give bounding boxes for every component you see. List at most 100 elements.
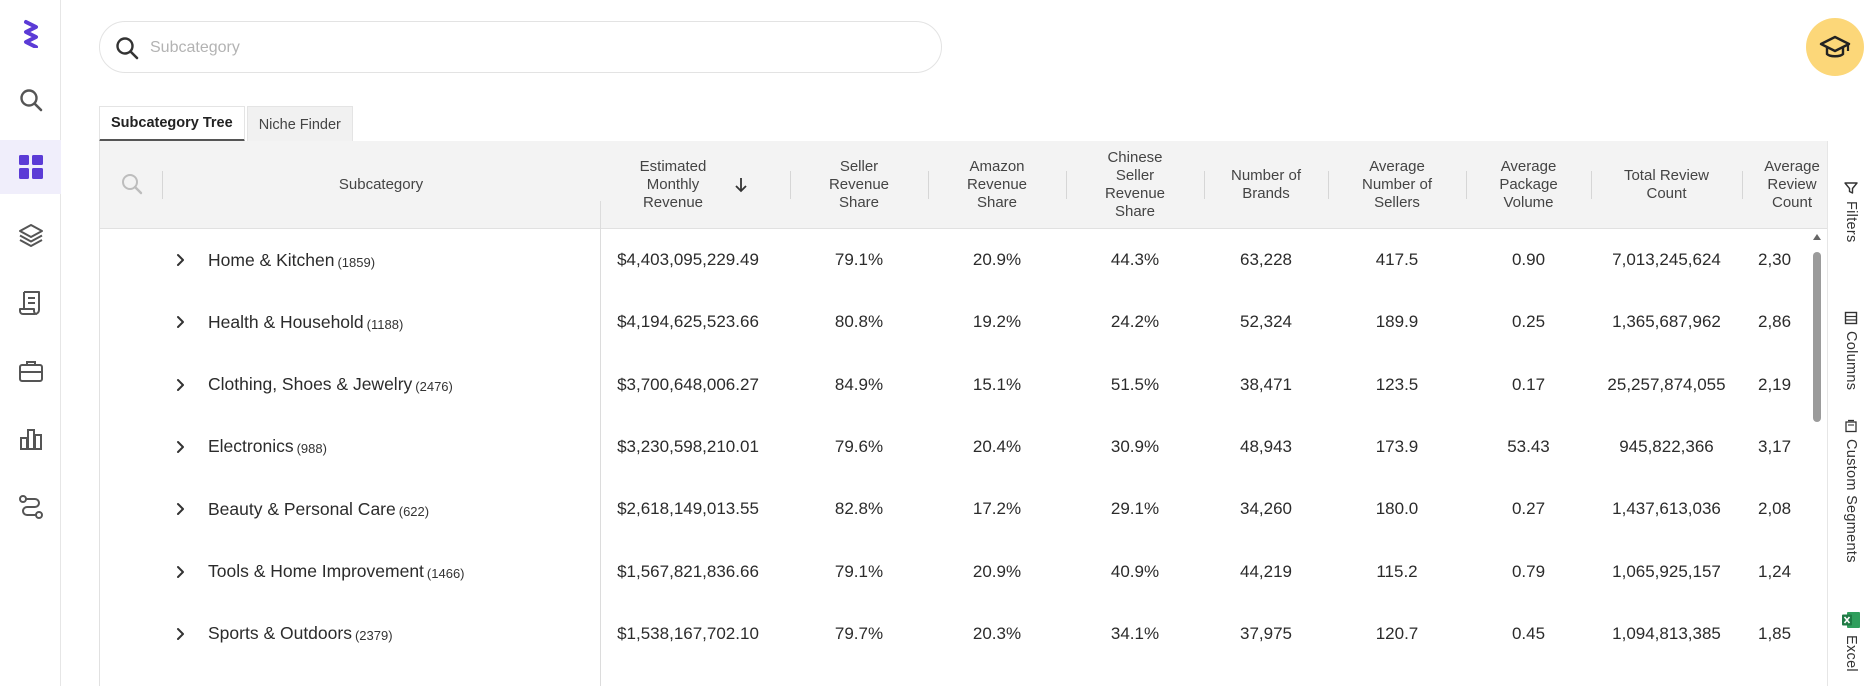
expand-chevron-icon[interactable] [175,376,187,394]
sort-descending-icon[interactable] [734,177,748,193]
cell-reviews: 1,365,687,962 [1612,312,1721,332]
cell-reviews: 945,822,366 [1619,436,1714,456]
subcategory-name[interactable]: Sports & Outdoors (2379) [208,603,393,665]
subcategory-label: Health & Household [208,311,364,332]
expand-chevron-icon[interactable] [175,251,187,269]
scrollbar-thumb[interactable] [1813,252,1821,422]
cell-amazon-share: 20.3% [972,623,1022,643]
cell-seller-share: 79.1% [834,250,884,269]
cell-amazon-share: 17.2% [972,499,1022,519]
layers-icon [18,224,43,247]
filters-panel-button[interactable]: Filters [1828,181,1873,243]
custom-segments-panel-button[interactable]: Custom Segments [1828,419,1873,563]
subcategory-name[interactable]: Health & Household (1188) [208,291,403,353]
custom-segments-label: Custom Segments [1843,439,1859,563]
excel-export-button[interactable]: Excel [1828,611,1873,672]
table-row[interactable]: Tools & Home Improvement (1466) $1,567,821… [100,541,1827,603]
cell-brands: 37,975 [1240,623,1292,643]
cell-revenue: $4,194,625,523.66 [617,312,759,332]
cell-package: 53.43 [1507,436,1550,456]
subcategory-count: (988) [296,441,327,457]
header-average-review-count[interactable]: Average Review Count [1764,158,1820,211]
grid-scrollbar[interactable] [1812,232,1822,582]
cell-chinese-share: 30.9% [1110,436,1160,456]
header-subcategory[interactable]: Subcategory [338,176,424,193]
table-row[interactable]: Clothing, Shoes & Jewelry (2476) $3,700,64… [100,354,1827,416]
academy-button[interactable] [1806,18,1864,76]
subcategory-label: Beauty & Personal Care [208,498,396,519]
cell-revenue: $4,403,095,229.49 [617,250,759,269]
header-number-of-brands[interactable]: Number of Brands [1230,167,1302,202]
cell-sellers: 189.9 [1375,312,1419,332]
subcategory-label: Clothing, Shoes & Jewelry [208,374,413,395]
view-tabs: Subcategory Tree Niche Finder [99,106,355,142]
column-search-icon[interactable] [120,172,144,196]
header-average-number-of-sellers[interactable]: Average Number of Sellers [1361,158,1433,211]
graduation-cap-icon [1819,35,1851,58]
subcategory-name[interactable]: Clothing, Shoes & Jewelry (2476) [208,354,453,416]
cell-seller-share: 82.8% [834,499,884,519]
nav-layers[interactable] [0,208,61,262]
cell-chinese-share: 24.2% [1110,312,1160,332]
cell-amazon-share: 20.9% [972,561,1022,581]
subcategory-name[interactable]: Tools & Home Improvement (1466) [208,541,465,603]
cell-package: 0.90 [1511,250,1546,269]
subcategory-count: (1859) [337,254,376,270]
tab-subcategory-tree[interactable]: Subcategory Tree [99,106,245,142]
nav-briefcase[interactable] [0,344,61,398]
header-average-package-volume[interactable]: Average Package Volume [1499,158,1558,211]
columns-icon [1844,311,1858,325]
cell-reviews: 1,437,613,036 [1612,499,1721,519]
tab-niche-finder[interactable]: Niche Finder [246,106,353,142]
app-logo[interactable] [0,6,61,60]
cell-chinese-share: 29.1% [1110,499,1160,519]
table-row[interactable]: Beauty & Personal Care (622) $2,618,149,01… [100,478,1827,540]
expand-chevron-icon[interactable] [175,625,187,643]
search-input[interactable] [150,34,910,62]
nav-documents[interactable] [0,276,61,330]
table-row[interactable]: Home & Kitchen (1859) $4,403,095,229.49 79.… [100,229,1827,291]
expand-chevron-icon[interactable] [175,500,187,518]
cell-seller-share: 80.8% [834,312,884,332]
cell-seller-share: 79.7% [834,623,884,643]
subcategory-name[interactable]: Home & Kitchen (1859) [208,229,375,291]
header-estimated-monthly-revenue[interactable]: Estimated Monthly Revenue [612,141,764,229]
briefcase-icon [18,361,43,382]
header-chinese-seller-revenue-share[interactable]: Chinese Seller Revenue Share [1104,149,1166,220]
route-icon [18,495,43,519]
filter-icon [1844,182,1858,194]
cell-chinese-share: 44.3% [1110,250,1160,269]
cell-chinese-share: 40.9% [1110,561,1160,581]
cell-chinese-share: 51.5% [1110,374,1160,394]
table-row[interactable]: Electronics (988) $3,230,598,210.01 79.6% 20… [100,416,1827,478]
pinned-column-divider [600,201,601,686]
cell-package: 0.25 [1511,312,1546,332]
cell-revenue: $1,567,821,836.66 [617,561,759,581]
excel-label: Excel [1843,635,1859,672]
cell-package: 0.79 [1511,561,1546,581]
expand-chevron-icon[interactable] [175,313,187,331]
columns-panel-button[interactable]: Columns [1828,311,1873,390]
expand-chevron-icon[interactable] [175,563,187,581]
header-seller-revenue-share[interactable]: Seller Revenue Share [828,158,890,211]
nav-route[interactable] [0,480,61,534]
scroll-up-arrow-icon[interactable] [1812,232,1822,242]
subcategory-grid: Subcategory Estimated Monthly Revenue Se… [99,141,1827,686]
table-row[interactable]: Sports & Outdoors (2379) $1,538,167,702.10… [100,603,1827,665]
header-amazon-revenue-share[interactable]: Amazon Revenue Share [966,158,1028,211]
subcategory-count: (622) [398,503,430,519]
table-row[interactable]: Health & Household (1188) $4,194,625,523.6… [100,291,1827,353]
subcategory-name[interactable]: Beauty & Personal Care (622) [208,478,429,540]
cell-brands: 48,943 [1240,436,1292,456]
dashboard-icon [18,155,43,179]
segments-icon [1845,419,1857,433]
nav-dashboard[interactable] [0,140,61,194]
subcategory-count: (1466) [426,566,465,581]
expand-chevron-icon[interactable] [175,438,187,456]
subcategory-name[interactable]: Electronics (988) [208,416,327,478]
header-total-review-count[interactable]: Total Review Count [1623,167,1710,202]
search-icon [19,89,42,112]
nav-analytics[interactable] [0,412,61,466]
nav-search[interactable] [0,73,61,127]
filters-label: Filters [1843,201,1859,243]
